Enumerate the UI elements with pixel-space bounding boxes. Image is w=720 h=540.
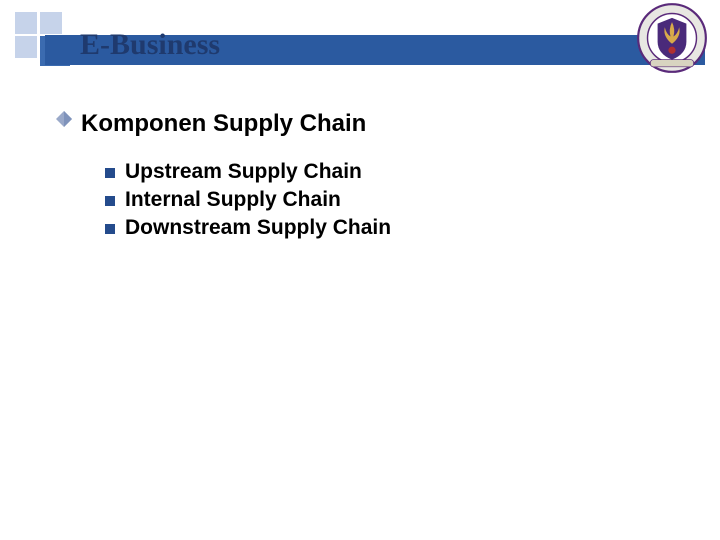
deco-square <box>40 12 62 34</box>
university-logo-icon <box>636 2 708 74</box>
list-item: Downstream Supply Chain <box>105 216 665 240</box>
square-bullet-icon <box>105 196 115 206</box>
bullet-list: Upstream Supply Chain Internal Supply Cha… <box>105 160 665 240</box>
content-area: Komponen Supply Chain Upstream Supply Ch… <box>55 110 665 244</box>
deco-square <box>15 36 37 58</box>
heading-row: Komponen Supply Chain <box>55 110 665 138</box>
list-item-text: Internal Supply Chain <box>125 188 341 212</box>
square-bullet-icon <box>105 224 115 234</box>
list-item: Upstream Supply Chain <box>105 160 665 184</box>
list-item: Internal Supply Chain <box>105 188 665 212</box>
list-item-text: Downstream Supply Chain <box>125 216 391 240</box>
slide-title: E-Business <box>80 28 220 62</box>
square-bullet-icon <box>105 168 115 178</box>
deco-square <box>15 12 37 34</box>
slide: E-Business Komponen Supply Chain Upstrea… <box>0 0 720 540</box>
diamond-bullet-icon <box>55 110 73 128</box>
list-item-text: Upstream Supply Chain <box>125 160 362 184</box>
section-heading: Komponen Supply Chain <box>81 110 366 138</box>
